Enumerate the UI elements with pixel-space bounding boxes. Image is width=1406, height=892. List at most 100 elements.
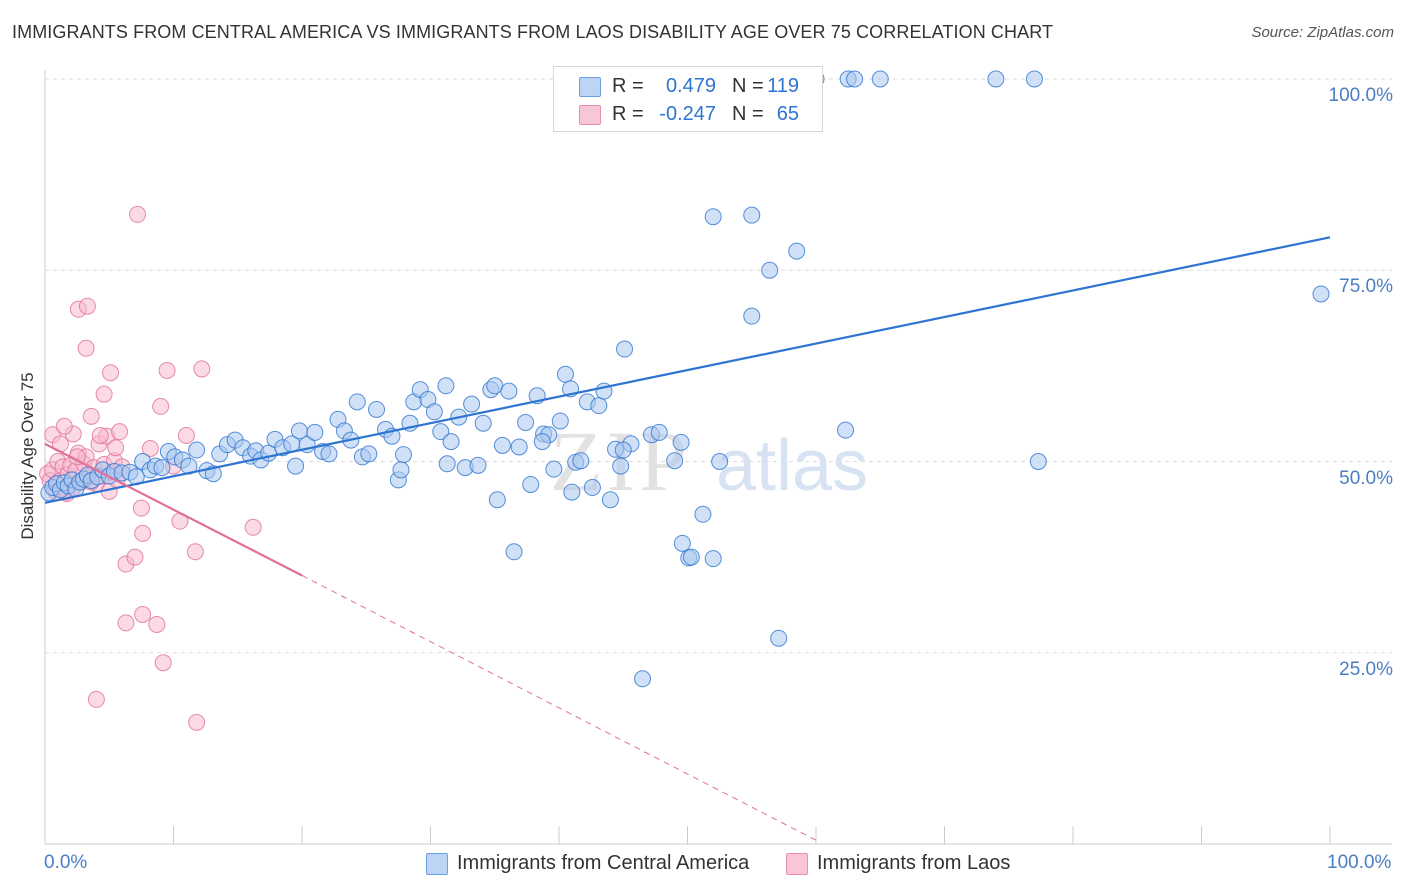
central-america-data-point	[666, 452, 684, 470]
central-america-data-point	[556, 365, 574, 383]
central-america-data-point	[563, 483, 581, 501]
laos-data-point	[55, 417, 73, 435]
laos-data-point	[126, 548, 144, 566]
laos-data-point	[141, 439, 159, 457]
legend-r-label: R =	[612, 75, 644, 97]
correlation-legend: R = 0.479 N = 119 R = -0.247 N = 65	[553, 66, 823, 132]
x-axis-ticks	[44, 826, 1331, 844]
central-america-data-point	[437, 377, 455, 395]
laos-trend-line	[44, 442, 303, 577]
laos-data-point	[177, 426, 195, 444]
x-tick-label-max: 100.0%	[1327, 852, 1392, 873]
central-america-data-point	[634, 670, 652, 688]
axes	[44, 70, 1392, 845]
central-america-data-point	[486, 377, 504, 395]
central-america-data-point	[704, 208, 722, 226]
laos-trend-line-extension	[301, 575, 817, 841]
legend-swatch-pink	[579, 105, 601, 125]
central-america-data-point	[463, 395, 481, 413]
central-america-data-point	[590, 397, 608, 415]
legend-swatch-pink	[786, 853, 808, 875]
central-america-data-point	[438, 455, 456, 473]
central-america-data-point	[533, 433, 551, 451]
laos-data-point	[186, 543, 204, 561]
laos-data-point	[158, 361, 176, 379]
trend-lines	[44, 236, 1331, 841]
central-america-data-point	[1029, 453, 1047, 470]
central-america-data-point	[368, 400, 386, 418]
laos-data-point	[129, 205, 147, 223]
y-tick-label-75: 75.0%	[1339, 276, 1393, 298]
central-america-data-point	[522, 475, 540, 493]
laos-data-point	[154, 654, 172, 672]
central-america-data-point	[392, 461, 410, 479]
y-tick-label-100: 100.0%	[1328, 85, 1393, 106]
central-america-data-point	[500, 382, 518, 400]
central-america-data-point	[510, 438, 528, 456]
central-america-data-point	[517, 413, 535, 431]
laos-data-point	[148, 615, 166, 633]
central-america-data-point	[672, 433, 690, 451]
central-america-data-point	[545, 460, 563, 478]
central-america-data-point	[682, 548, 700, 566]
central-america-data-point	[650, 423, 668, 441]
central-america-data-point	[348, 393, 366, 411]
legend-row-central-america: R = 0.479 N = 119	[554, 72, 822, 102]
central-america-data-point	[442, 433, 460, 451]
central-america-data-point	[1025, 70, 1043, 88]
y-tick-label-50: 50.0%	[1339, 467, 1393, 489]
laos-data-point	[102, 364, 120, 382]
laos-data-point	[87, 690, 105, 708]
central-america-data-point	[711, 453, 729, 470]
central-america-data-point	[469, 456, 487, 474]
central-america-data-point	[395, 446, 413, 464]
central-america-data-point	[788, 242, 806, 260]
gridlines	[45, 78, 1392, 654]
central-america-data-point	[572, 452, 590, 470]
central-america-data-point	[551, 412, 569, 430]
legend-n-label: N =	[732, 103, 764, 125]
central-america-trend-line	[44, 236, 1331, 504]
laos-data-point	[134, 524, 152, 542]
central-america-data-point	[505, 543, 523, 561]
laos-data-point	[188, 713, 206, 731]
laos-data-point	[111, 423, 129, 441]
central-america-data-point	[474, 414, 492, 432]
central-america-data-point	[360, 445, 378, 463]
legend-label: Immigrants from Central America	[457, 852, 750, 874]
central-america-data-point	[612, 457, 630, 475]
central-america-data-point	[432, 423, 450, 441]
laos-data-point	[82, 407, 100, 425]
central-america-data-point	[287, 457, 305, 475]
central-america-data-point	[306, 423, 324, 441]
central-america-data-point	[704, 550, 722, 568]
laos-data-point	[91, 426, 109, 444]
central-america-data-point	[770, 629, 788, 647]
legend-r-value: 0.479	[665, 75, 716, 97]
legend-r-value: -0.247	[659, 103, 716, 125]
laos-data-point	[95, 385, 113, 403]
legend-r-label: R =	[612, 103, 644, 125]
central-america-data-point	[1312, 285, 1330, 303]
central-america-data-point	[743, 307, 761, 325]
chart-title: IMMIGRANTS FROM CENTRAL AMERICA VS IMMIG…	[12, 22, 1054, 42]
legend-swatch-blue	[426, 853, 448, 875]
legend-n-label: N =	[732, 75, 764, 97]
central-america-data-point	[153, 459, 171, 477]
laos-data-point	[117, 614, 135, 632]
laos-data-point	[107, 439, 125, 457]
legend-label: Immigrants from Laos	[817, 852, 1011, 874]
central-america-data-point	[583, 479, 601, 497]
central-america-data-point	[601, 491, 619, 509]
legend-row-laos: R = -0.247 N = 65	[554, 100, 822, 130]
laos-data-point	[193, 360, 211, 378]
central-america-data-point	[320, 445, 338, 463]
laos-data-point	[132, 499, 150, 517]
laos-data-point	[77, 339, 95, 357]
central-america-data-point	[987, 70, 1005, 88]
central-america-data-point	[846, 70, 864, 88]
central-america-data-point	[673, 534, 691, 552]
central-america-data-point	[188, 441, 206, 459]
central-america-data-point	[761, 261, 779, 279]
